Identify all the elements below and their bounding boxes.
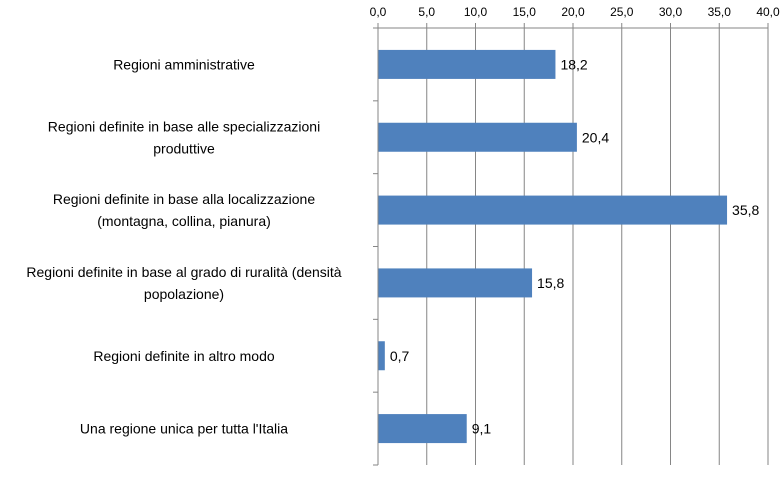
- category-label-line: Regioni definite in base alle specializz…: [48, 118, 320, 134]
- category-label: Regioni definite in base alla localizzaz…: [53, 191, 315, 229]
- category-label-line: Una regione unica per tutta l'Italia: [80, 421, 288, 437]
- category-label-line: popolazione): [144, 286, 224, 302]
- x-tick-label: 35,0: [708, 5, 732, 19]
- bar: [378, 414, 467, 444]
- category-label-line: Regioni definite in altro modo: [93, 348, 275, 364]
- bar: [378, 268, 533, 298]
- category-label-line: Regioni definite in base al grado di rur…: [26, 264, 341, 280]
- x-tick-label: 40,0: [756, 5, 780, 19]
- category-label-line: Regioni definite in base alla localizzaz…: [53, 191, 315, 207]
- bars: [378, 49, 728, 444]
- x-tick-label: 30,0: [659, 5, 683, 19]
- category-label: Regioni amministrative: [113, 56, 255, 72]
- data-label: 35,8: [732, 202, 759, 218]
- data-label: 9,1: [472, 421, 492, 437]
- x-tick-label: 25,0: [610, 5, 634, 19]
- data-label: 15,8: [537, 275, 564, 291]
- category-label: Regioni definite in base al grado di rur…: [26, 264, 341, 302]
- data-label: 20,4: [582, 129, 609, 145]
- category-labels: Regioni amministrative Regioni definite i…: [26, 56, 341, 436]
- x-tick-label: 15,0: [513, 5, 537, 19]
- x-axis-ticks: 0,0 5,0 10,0 15,0 20,0 25,0 30,0 35,0 40,0: [370, 5, 780, 28]
- x-tick-label: 5,0: [418, 5, 435, 19]
- category-label: Regioni definite in altro modo: [93, 348, 275, 364]
- data-label: 0,7: [390, 348, 410, 364]
- category-label-line: Regioni amministrative: [113, 56, 255, 72]
- x-tick-label: 10,0: [464, 5, 488, 19]
- category-label-line: produttive: [153, 140, 215, 156]
- x-tick-label: 0,0: [370, 5, 387, 19]
- x-tick-label: 20,0: [561, 5, 585, 19]
- bar: [378, 49, 556, 79]
- bar: [378, 341, 385, 371]
- gridlines: [426, 28, 769, 465]
- bar: [378, 122, 577, 152]
- category-label: Una regione unica per tutta l'Italia: [80, 421, 288, 437]
- axes: [373, 27, 768, 466]
- data-labels: 18,2 20,4 35,8 15,8 0,7 9,1: [390, 56, 760, 436]
- category-label-line: (montagna, collina, pianura): [97, 213, 271, 229]
- bar: [378, 195, 728, 225]
- category-label: Regioni definite in base alle specializz…: [48, 118, 320, 156]
- data-label: 18,2: [560, 56, 587, 72]
